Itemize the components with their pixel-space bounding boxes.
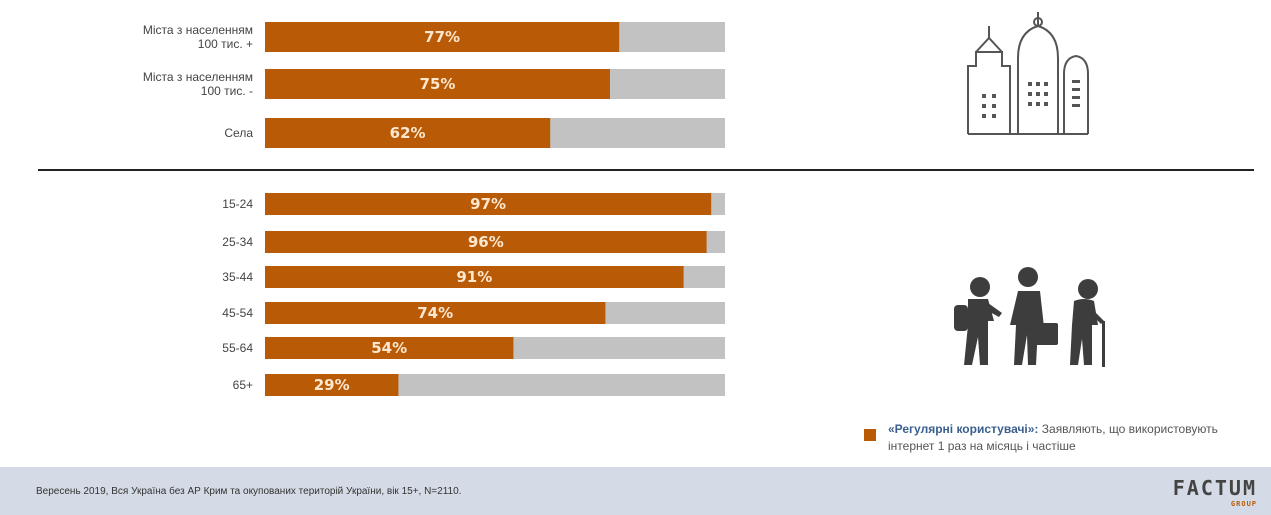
value-label: 97% [470, 195, 506, 213]
value-label: 54% [371, 339, 407, 357]
category-label: 55-64 [222, 341, 253, 355]
value-label: 75% [420, 75, 456, 93]
legend-text: «Регулярні користувачі»: Заявляють, що в… [888, 421, 1264, 455]
legend: «Регулярні користувачі»: Заявляють, що в… [864, 421, 1264, 455]
logo-subtext: GROUP [1230, 500, 1257, 508]
category-label: Села [224, 126, 253, 140]
chart-area: 77% Міста з населенням 100 тис. + 75% Міста … [143, 22, 725, 396]
category-label: 45-54 [222, 306, 253, 320]
category-label: 35-44 [222, 270, 253, 284]
category-label: 25-34 [222, 235, 253, 249]
legend-swatch [864, 429, 876, 441]
footer-source-note: Вересень 2019, Вся Україна без АР Крим т… [36, 485, 462, 497]
city-buildings-icon [967, 12, 1089, 135]
bar [265, 266, 684, 288]
category-label: 15-24 [222, 197, 253, 211]
legend-title: «Регулярні користувачі»: [888, 422, 1039, 436]
people-age-groups-icon [954, 267, 1105, 367]
bar [265, 193, 712, 215]
category-label: Міста з населенням 100 тис. + [143, 23, 253, 51]
legend-description: Заявляють, що використовують інтернет 1 … [888, 422, 1218, 453]
bar [265, 302, 606, 324]
section-divider [38, 169, 1254, 171]
value-label: 77% [424, 28, 460, 46]
category-label: Міста з населенням 100 тис. - [143, 70, 253, 98]
factum-logo: FACTUM GROUP [1172, 476, 1257, 508]
value-label: 62% [390, 124, 426, 142]
bar [265, 374, 399, 396]
value-label: 29% [314, 376, 350, 394]
value-label: 91% [456, 268, 492, 286]
bar [265, 22, 620, 52]
bar [265, 69, 610, 99]
logo-text: FACTUM [1172, 476, 1257, 500]
value-label: 96% [468, 233, 504, 251]
footer: Вересень 2019, Вся Україна без АР Крим т… [0, 467, 1271, 515]
bar [265, 337, 514, 359]
bar [265, 118, 551, 148]
value-label: 74% [417, 304, 453, 322]
bar [265, 231, 707, 253]
category-label: 65+ [233, 378, 253, 392]
